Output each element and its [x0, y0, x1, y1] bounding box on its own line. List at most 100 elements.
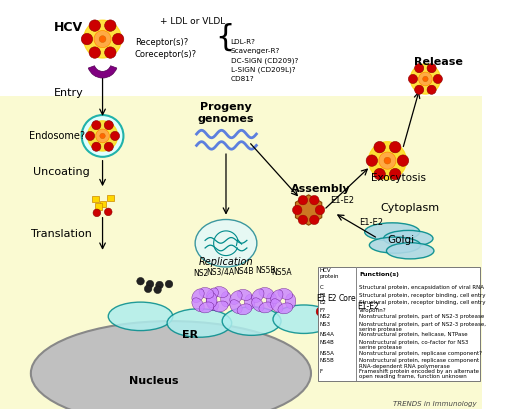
- Ellipse shape: [278, 303, 293, 314]
- Ellipse shape: [387, 243, 434, 259]
- Text: Cytoplasm: Cytoplasm: [380, 203, 440, 213]
- Ellipse shape: [192, 298, 204, 312]
- Circle shape: [146, 280, 154, 288]
- Circle shape: [104, 121, 113, 130]
- Ellipse shape: [206, 288, 218, 302]
- Ellipse shape: [199, 287, 214, 299]
- Ellipse shape: [271, 290, 283, 304]
- Text: Frameshift protein encoded by an alternate
open reading frame, function unknown: Frameshift protein encoded by an alterna…: [359, 369, 479, 379]
- Ellipse shape: [213, 286, 228, 297]
- Text: Assembly: Assembly: [291, 184, 351, 194]
- Circle shape: [423, 76, 428, 82]
- Text: HCV
protein: HCV protein: [320, 268, 339, 279]
- Text: F?: F?: [320, 308, 326, 313]
- Text: ER: ER: [182, 331, 198, 340]
- Circle shape: [112, 33, 124, 45]
- Text: E1-E2: E1-E2: [330, 196, 355, 205]
- Text: NS5B: NS5B: [256, 265, 276, 275]
- Ellipse shape: [192, 289, 204, 303]
- Text: NS4A: NS4A: [320, 333, 335, 338]
- Circle shape: [105, 208, 112, 216]
- Circle shape: [316, 307, 326, 316]
- Text: Release: Release: [414, 57, 463, 67]
- Ellipse shape: [325, 306, 382, 334]
- Text: C: C: [320, 285, 324, 290]
- Circle shape: [137, 278, 144, 285]
- Circle shape: [144, 285, 152, 293]
- Circle shape: [293, 205, 302, 215]
- Text: Uncoating: Uncoating: [34, 167, 90, 177]
- Text: Viroporin?: Viroporin?: [359, 308, 387, 313]
- Bar: [95, 203, 102, 210]
- Bar: [342, 308, 353, 317]
- Circle shape: [366, 155, 377, 166]
- Text: NS4B: NS4B: [233, 267, 253, 276]
- Circle shape: [105, 47, 116, 58]
- Ellipse shape: [285, 294, 296, 309]
- Circle shape: [374, 168, 386, 180]
- Circle shape: [397, 155, 408, 166]
- Text: NS2: NS2: [194, 269, 209, 278]
- Circle shape: [165, 280, 173, 288]
- Circle shape: [390, 168, 401, 180]
- Circle shape: [156, 281, 164, 289]
- Text: E1: E1: [316, 294, 326, 303]
- Text: NS5A: NS5A: [320, 351, 335, 356]
- Text: HCV: HCV: [54, 21, 83, 34]
- Circle shape: [390, 142, 401, 153]
- Circle shape: [100, 133, 105, 139]
- Circle shape: [96, 129, 109, 143]
- Text: {: {: [215, 23, 235, 52]
- Circle shape: [374, 142, 386, 153]
- Bar: [92, 196, 99, 202]
- Ellipse shape: [384, 231, 433, 247]
- FancyBboxPatch shape: [0, 92, 483, 411]
- Bar: [318, 267, 480, 381]
- Circle shape: [89, 47, 101, 58]
- Circle shape: [154, 286, 162, 294]
- Ellipse shape: [273, 305, 335, 333]
- Circle shape: [92, 121, 101, 130]
- Circle shape: [410, 64, 440, 94]
- Text: NS5A: NS5A: [271, 268, 292, 278]
- Text: + LDL or VLDL: + LDL or VLDL: [160, 18, 225, 26]
- Bar: [356, 267, 357, 381]
- Text: E1: E1: [320, 293, 327, 298]
- Circle shape: [384, 157, 391, 164]
- Ellipse shape: [244, 294, 255, 310]
- Ellipse shape: [222, 307, 281, 335]
- Text: Entry: Entry: [53, 88, 83, 98]
- Text: Nonstructural protein, replicase component?: Nonstructural protein, replicase compone…: [359, 351, 482, 356]
- Circle shape: [92, 142, 101, 151]
- Circle shape: [419, 72, 432, 86]
- Ellipse shape: [206, 297, 218, 311]
- Text: Translation: Translation: [31, 229, 92, 239]
- Text: NS5B: NS5B: [320, 358, 335, 363]
- Circle shape: [110, 131, 119, 141]
- Circle shape: [415, 85, 424, 94]
- Circle shape: [315, 205, 325, 215]
- Text: Progeny
genomes: Progeny genomes: [198, 102, 254, 124]
- Ellipse shape: [199, 302, 214, 313]
- Wedge shape: [88, 66, 117, 78]
- Text: Nonstructural protein, part of NS2-3 protease: Nonstructural protein, part of NS2-3 pro…: [359, 315, 484, 320]
- Text: Receptor(s)?
Coreceptor(s)?: Receptor(s)? Coreceptor(s)?: [135, 38, 197, 59]
- Text: NS4B: NS4B: [320, 340, 335, 345]
- Circle shape: [433, 74, 442, 84]
- Circle shape: [93, 209, 101, 217]
- Text: Nonstructural protein, co-factor for NS3
serine protease: Nonstructural protein, co-factor for NS3…: [359, 340, 468, 350]
- Text: NS3/4A: NS3/4A: [206, 268, 234, 276]
- Circle shape: [368, 142, 406, 180]
- Circle shape: [89, 20, 101, 31]
- Ellipse shape: [266, 293, 277, 308]
- Circle shape: [379, 152, 396, 169]
- Ellipse shape: [221, 291, 231, 307]
- Circle shape: [99, 36, 106, 42]
- Text: Replication: Replication: [199, 257, 253, 267]
- Ellipse shape: [271, 299, 283, 312]
- Text: LDL-R?
Scavenger-R?
DC-SIGN (CD209)?
L-SIGN (CD209L)?
CD81?: LDL-R? Scavenger-R? DC-SIGN (CD209)? L-S…: [231, 39, 298, 82]
- Circle shape: [415, 63, 424, 73]
- Ellipse shape: [365, 223, 420, 241]
- Text: E2: E2: [328, 294, 337, 303]
- Text: E1-E2: E1-E2: [358, 302, 379, 311]
